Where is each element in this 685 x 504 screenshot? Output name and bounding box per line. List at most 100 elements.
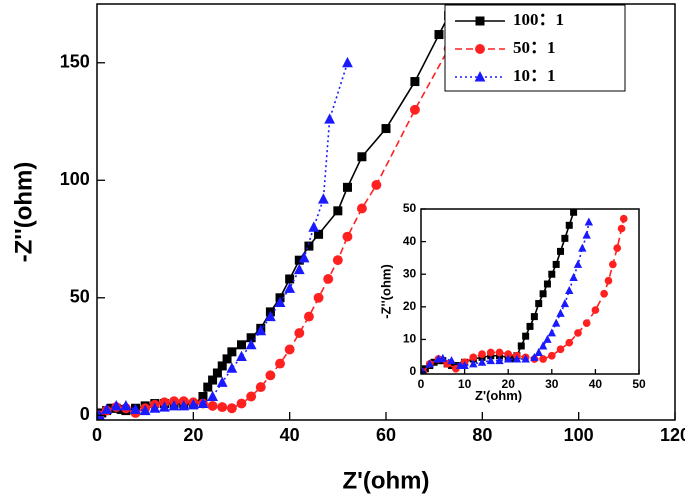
y-tick-label: 100 bbox=[60, 169, 90, 189]
marker bbox=[284, 282, 296, 293]
x-tick-label: 80 bbox=[472, 425, 492, 445]
marker bbox=[294, 255, 304, 265]
y-tick-label: 20 bbox=[403, 299, 417, 313]
marker bbox=[371, 180, 382, 190]
marker bbox=[314, 229, 324, 239]
marker bbox=[110, 400, 122, 411]
legend-marker bbox=[474, 71, 486, 82]
marker bbox=[561, 234, 569, 242]
marker bbox=[582, 319, 591, 327]
marker bbox=[168, 400, 180, 411]
marker bbox=[504, 350, 513, 358]
marker bbox=[582, 230, 591, 239]
marker bbox=[245, 338, 257, 350]
y-tick-label: 50 bbox=[403, 201, 417, 215]
marker bbox=[556, 345, 565, 354]
y-tick-label: 10 bbox=[403, 332, 417, 346]
marker bbox=[434, 30, 444, 40]
marker bbox=[538, 341, 548, 350]
y-axis-title: -Z''(ohm) bbox=[10, 162, 37, 263]
marker bbox=[217, 361, 227, 371]
marker bbox=[159, 401, 170, 412]
x-tick-label: 120 bbox=[660, 425, 685, 445]
marker bbox=[604, 276, 613, 285]
marker bbox=[495, 348, 504, 357]
marker bbox=[130, 403, 141, 414]
marker bbox=[236, 350, 247, 362]
x-tick-label: 50 bbox=[632, 377, 646, 391]
marker bbox=[342, 182, 352, 192]
marker bbox=[477, 357, 487, 366]
marker bbox=[578, 243, 587, 252]
marker bbox=[409, 104, 420, 115]
marker bbox=[551, 318, 561, 327]
marker bbox=[216, 376, 228, 387]
y-tick-label: 30 bbox=[403, 266, 417, 280]
marker bbox=[197, 397, 209, 409]
marker bbox=[539, 355, 547, 363]
marker bbox=[226, 362, 238, 373]
marker bbox=[560, 299, 570, 308]
legend-marker bbox=[475, 16, 485, 26]
marker bbox=[304, 241, 314, 251]
x-tick-label: 10 bbox=[458, 377, 472, 391]
marker bbox=[265, 370, 276, 381]
marker bbox=[333, 206, 343, 216]
marker bbox=[227, 347, 237, 357]
legend-label: 50：1 bbox=[513, 38, 556, 57]
marker bbox=[438, 353, 447, 362]
x-tick-label: 20 bbox=[183, 425, 203, 445]
marker bbox=[600, 289, 608, 298]
marker bbox=[222, 354, 232, 364]
x-tick-label: 100 bbox=[564, 425, 594, 445]
marker bbox=[574, 329, 582, 337]
x-axis-title: Z'(ohm) bbox=[475, 388, 522, 403]
marker bbox=[298, 251, 310, 263]
marker bbox=[246, 333, 256, 343]
marker bbox=[208, 375, 218, 385]
marker bbox=[584, 217, 594, 226]
marker bbox=[543, 334, 552, 343]
marker bbox=[425, 359, 434, 368]
marker bbox=[495, 356, 504, 365]
x-tick-label: 40 bbox=[280, 425, 300, 445]
marker bbox=[313, 292, 324, 303]
legend-label: 10：1 bbox=[513, 66, 556, 85]
marker bbox=[303, 311, 314, 322]
marker bbox=[526, 322, 534, 330]
marker bbox=[548, 270, 556, 278]
marker bbox=[198, 391, 208, 401]
marker bbox=[275, 358, 285, 369]
y-tick-label: 40 bbox=[403, 234, 417, 248]
marker bbox=[565, 221, 573, 229]
marker bbox=[570, 209, 578, 216]
marker bbox=[212, 368, 222, 378]
marker bbox=[139, 404, 151, 416]
marker bbox=[284, 344, 295, 355]
marker bbox=[613, 244, 622, 252]
marker bbox=[120, 400, 132, 411]
marker bbox=[460, 360, 469, 370]
marker bbox=[255, 382, 266, 393]
marker bbox=[522, 332, 530, 340]
marker bbox=[547, 351, 556, 360]
marker bbox=[539, 290, 547, 298]
marker bbox=[308, 221, 320, 232]
x-axis-title: Z'(ohm) bbox=[342, 468, 429, 495]
marker bbox=[608, 260, 617, 269]
plot-series bbox=[97, 11, 454, 420]
y-axis-title: -Z''(ohm) bbox=[378, 264, 393, 319]
marker bbox=[342, 56, 353, 68]
x-tick-label: 20 bbox=[502, 377, 516, 391]
marker bbox=[486, 356, 495, 365]
marker bbox=[317, 193, 329, 204]
marker bbox=[274, 296, 286, 307]
marker bbox=[149, 402, 161, 413]
y-tick-label: 0 bbox=[410, 364, 417, 378]
x-tick-label: 40 bbox=[589, 377, 603, 391]
y-tick-label: 0 bbox=[80, 404, 90, 424]
marker bbox=[504, 354, 513, 363]
marker bbox=[447, 356, 456, 365]
marker bbox=[236, 398, 247, 409]
